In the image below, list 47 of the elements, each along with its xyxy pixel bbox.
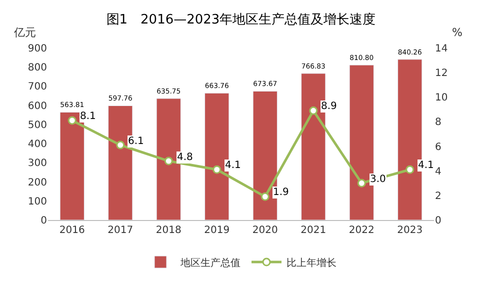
x-tick-label: 2022 bbox=[348, 225, 374, 236]
y2-tick-label: 2 bbox=[435, 190, 442, 202]
y2-tick-label: 8 bbox=[435, 117, 442, 128]
y2-tick-label: 6 bbox=[435, 142, 442, 153]
x-tick-label: 2020 bbox=[252, 225, 278, 236]
y-tick-label: 600 bbox=[28, 100, 47, 112]
point bbox=[357, 178, 366, 188]
data-label: 1.9 bbox=[273, 187, 289, 198]
point bbox=[260, 192, 270, 201]
data-label: 6.1 bbox=[128, 136, 144, 147]
y2-tick-label: 12 bbox=[435, 68, 448, 80]
y2-tick-label: 14 bbox=[435, 44, 448, 54]
y-axis-title: 亿元 bbox=[13, 26, 36, 39]
y-tick-label: 800 bbox=[28, 62, 47, 74]
y2-tick-label: 10 bbox=[435, 92, 448, 104]
y2-tick-label: 4 bbox=[435, 166, 442, 178]
y-tick-label: 200 bbox=[28, 177, 47, 188]
y2-tick-label: 0 bbox=[435, 216, 442, 226]
x-tick-label: 2021 bbox=[300, 225, 326, 236]
data-label: 4.8 bbox=[177, 152, 193, 163]
y-tick-label: 300 bbox=[28, 158, 47, 170]
y-tick-label: 100 bbox=[28, 196, 47, 208]
data-label: 8.1 bbox=[80, 111, 96, 122]
point bbox=[116, 140, 125, 150]
y-tick-label: 700 bbox=[28, 82, 47, 93]
point bbox=[164, 156, 173, 166]
x-tick-label: 2023 bbox=[397, 225, 423, 236]
y-tick-label: 500 bbox=[28, 120, 47, 131]
y2-axis-title: % bbox=[452, 26, 462, 39]
data-label: 3.0 bbox=[370, 174, 386, 185]
legend-label: 比上年增长 bbox=[286, 256, 336, 269]
x-tick-label: 2016 bbox=[59, 225, 85, 236]
point bbox=[68, 116, 76, 125]
data-label: 4.1 bbox=[225, 160, 241, 171]
y-tick-label: 400 bbox=[28, 139, 47, 150]
legend-label: 地区生产总值 bbox=[180, 256, 240, 269]
data-label: 4.1 bbox=[418, 160, 434, 171]
x-tick-label: 2018 bbox=[156, 225, 182, 236]
point bbox=[406, 165, 414, 174]
x-tick-label: 2017 bbox=[108, 225, 134, 236]
data-label: 8.9 bbox=[321, 101, 337, 112]
x-tick-label: 2019 bbox=[204, 225, 230, 236]
point bbox=[309, 106, 318, 115]
point bbox=[212, 165, 222, 174]
y-tick-label: 900 bbox=[28, 44, 47, 54]
chart-title: 图1 2016—2023年地区生产总值及增长速度 bbox=[106, 12, 376, 28]
y-tick-label: 0 bbox=[40, 216, 47, 226]
